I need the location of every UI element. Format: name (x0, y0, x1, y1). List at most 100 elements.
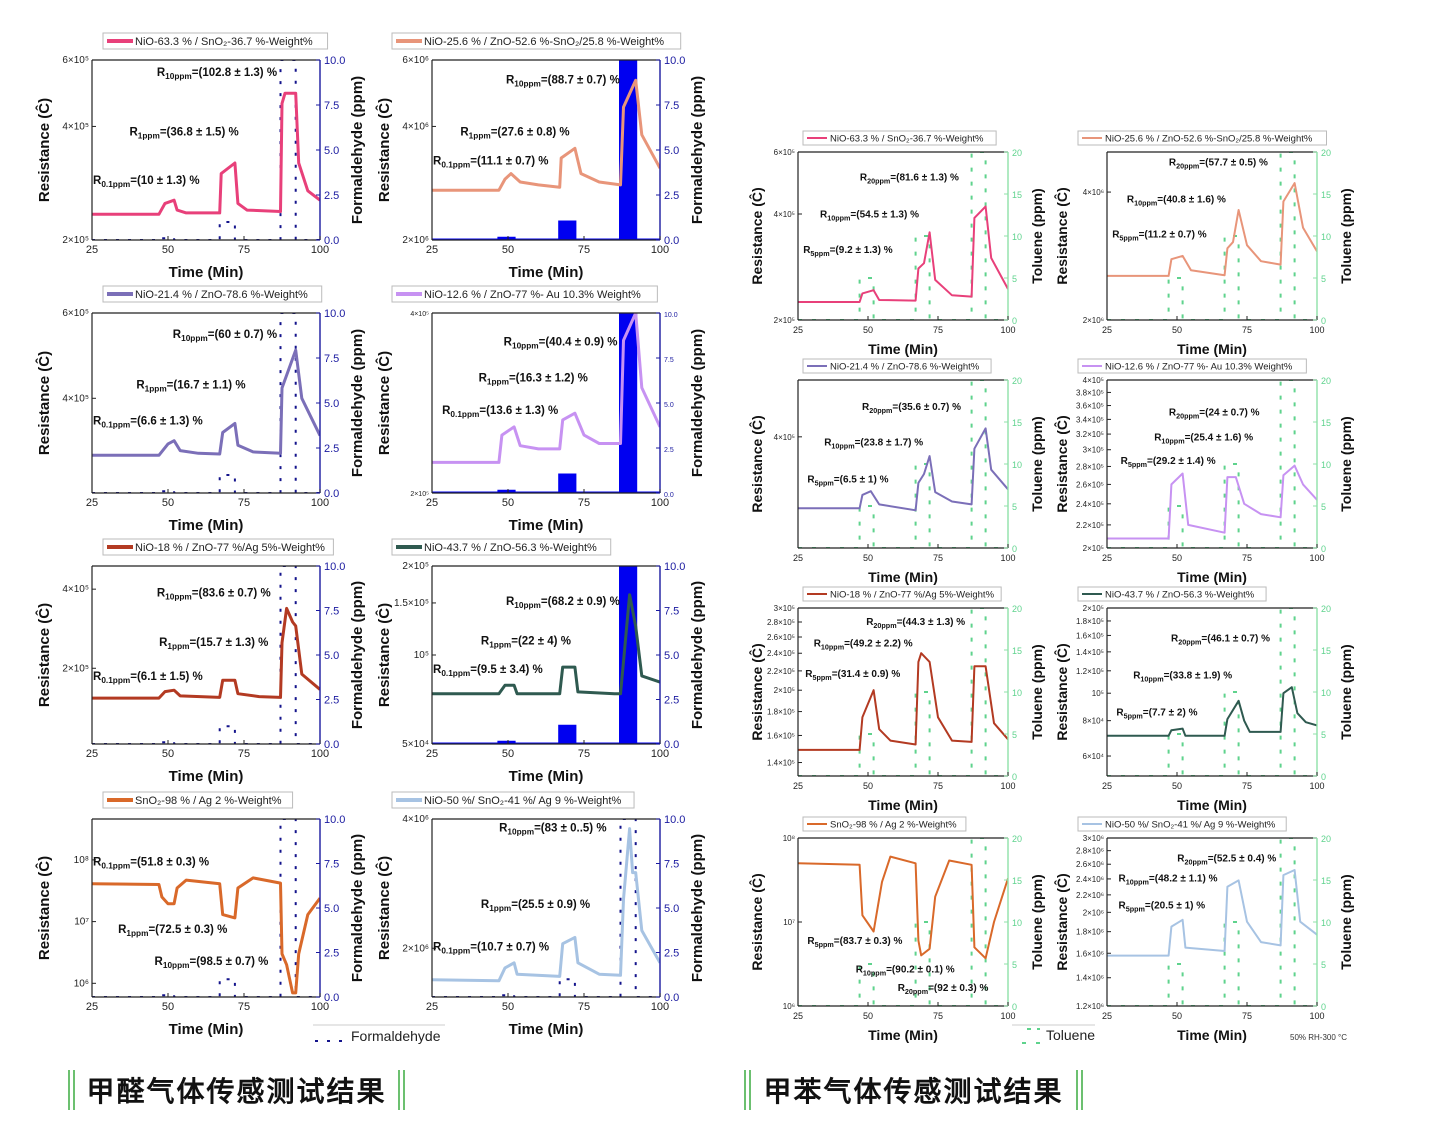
annotation-concentration: 0.1ppm (101, 676, 130, 685)
y-tick-label: 2.2×10⁶ (1076, 891, 1104, 900)
y-axis-title: Resistance (Ĉ) (1053, 643, 1070, 740)
response-annotation: R20ppm=(57.7 ± 0.5) % (1169, 157, 1268, 170)
y2-tick-label: 2.5 (664, 447, 674, 454)
response-annotation: R10ppm=(60 ± 0.7) % (173, 329, 277, 343)
y2-tick-label: 7.5 (664, 859, 679, 871)
y-tick-label: 1.4×10⁵ (767, 759, 795, 768)
annotation-value: =(46.1 ± 0.7) % (1201, 634, 1270, 645)
y2-tick-label: 10 (1012, 232, 1022, 242)
annotation-concentration: 0.1ppm (450, 410, 479, 419)
legend-label: SnO₂-98 % / Ag 2 %-Weight% (135, 795, 282, 807)
legend-box (391, 32, 682, 50)
y-tick-label: 10⁵ (414, 650, 429, 661)
y2-tick-label: 2.5 (664, 948, 679, 960)
y2-tick-label: 20 (1012, 834, 1022, 844)
y2-tick-label: 20 (1321, 834, 1331, 844)
y2-tick-label: 20 (1321, 604, 1331, 614)
response-annotation: R5ppm=(11.2 ± 0.7) % (1112, 230, 1207, 243)
response-annotation: R10ppm=(23.8 ± 1.7) % (824, 438, 923, 451)
annotation-concentration: 5ppm (1128, 460, 1147, 469)
y2-tick-label: 15 (1321, 876, 1331, 886)
response-annotation: R20ppm=(24 ± 0.7) % (1169, 407, 1260, 420)
y2-axis-title: Toluene (ppm) (1338, 644, 1354, 739)
annotation-concentration: 20ppm (869, 406, 892, 415)
y-tick-label: 2.8×10⁵ (767, 618, 795, 627)
annotation-symbol: R (1171, 634, 1179, 645)
x-tick-label: 25 (426, 1001, 438, 1013)
response-annotation: R10ppm=(88.7 ± 0.7) % (506, 74, 620, 88)
annotation-concentration: 10ppm (165, 592, 192, 601)
y-tick-label: 3.2×10⁵ (1076, 430, 1104, 439)
annotation-value: =(60 ± 0.7) % (208, 329, 277, 341)
annotation-symbol: R (1119, 901, 1127, 912)
annotation-value: =(98.5 ± 0.7) % (190, 956, 269, 968)
x-tick-label: 50 (863, 781, 873, 791)
banner-title: 甲苯气体传感测试结果 (763, 1075, 1064, 1108)
y-tick-label: 1.8×10⁵ (767, 708, 795, 717)
annotation-value: =(40.4 ± 0.9) % (539, 336, 618, 348)
chart-panel: 25 50 75 100 10⁶ 10⁷ 10⁸ 0 5 10 15 20 Time (Min) Resi… (748, 816, 1045, 1043)
annotation-value: =(33.8 ± 1.9) % (1164, 671, 1233, 682)
annotation-symbol: R (93, 175, 102, 187)
x-tick-label: 50 (502, 497, 514, 509)
annotation-symbol: R (860, 173, 868, 184)
response-annotation: R10ppm=(68.2 ± 0.9) % (506, 596, 620, 610)
y-tick-label: 2.8×10⁶ (1076, 847, 1104, 856)
annotation-symbol: R (814, 639, 822, 650)
y2-tick-label: 10.0 (664, 814, 685, 826)
y-axis-title: Resistance (Ĉ) (375, 856, 393, 960)
annotation-concentration: 5ppm (1124, 712, 1143, 721)
x-tick-label: 75 (933, 553, 943, 563)
x-tick-label: 50 (1172, 781, 1182, 791)
annotation-value: =(10.7 ± 0.7) % (470, 942, 549, 954)
legend: NiO-63.3 % / SnO₂-36.7 %-Weight% (102, 32, 329, 50)
y-axis-title: Resistance (Ĉ) (35, 98, 53, 202)
legend-label: NiO-25.6 % / ZnO-52.6 %-SnO₂/25.8 %-Weig… (424, 36, 664, 48)
y-tick-label: 4×10⁵ (62, 584, 89, 595)
y2-tick-label: 0.0 (324, 992, 339, 1004)
gas-concentration-line (92, 60, 320, 240)
y2-tick-label: 5.0 (324, 650, 339, 662)
y2-tick-label: 20 (1012, 604, 1022, 614)
y-tick-label: 4×10⁶ (402, 814, 429, 825)
y2-tick-label: 2.5 (324, 695, 339, 707)
annotation-value: =(20.5 ± 1) % (1145, 901, 1205, 912)
annotation-concentration: 10ppm (831, 442, 854, 451)
y2-tick-label: 10.0 (664, 561, 685, 573)
annotation-value: =(92 ± 0.3) % (928, 983, 988, 994)
x-tick-label: 25 (426, 244, 438, 256)
y2-tick-label: 7.5 (324, 100, 339, 112)
y2-tick-label: 10.0 (324, 814, 345, 826)
annotation-symbol: R (159, 637, 168, 649)
y-tick-label: 2.2×10⁵ (767, 667, 795, 676)
chart-panel: 25 50 75 100 2×10⁵ 4×10⁵ 6×10⁵ 0 5 10 15 20 Time (Mi… (748, 130, 1045, 357)
y-axis-title: Resistance (Ĉ) (1053, 415, 1070, 512)
y-tick-label: 4×10⁵ (774, 210, 795, 219)
y2-axis-title: Formaldehyde (ppm) (349, 581, 366, 729)
resistance-line (798, 855, 1008, 960)
x-tick-label: 75 (1242, 781, 1252, 791)
y2-tick-label: 7.5 (664, 606, 679, 618)
annotation-concentration: 0.1ppm (101, 180, 130, 189)
x-tick-label: 25 (86, 748, 98, 760)
y-tick-label: 6×10⁵ (62, 308, 89, 319)
y-tick-label: 1.5×10⁵ (394, 598, 429, 609)
legend-label: NiO-63.3 % / SnO₂-36.7 %-Weight% (830, 133, 984, 144)
x-tick-label: 75 (578, 497, 590, 509)
y-tick-label: 1.6×10⁵ (767, 731, 795, 740)
y2-tick-label: 0 (1012, 1002, 1017, 1012)
resistance-line (432, 593, 660, 696)
annotation-symbol: R (1121, 456, 1129, 467)
banner-bar (68, 1070, 70, 1110)
banner-title: 甲醛气体传感测试结果 (86, 1075, 387, 1108)
response-annotation: R0.1ppm=(10 ± 1.3) % (93, 175, 200, 189)
y2-tick-label: 5 (1321, 960, 1326, 970)
annotation-value: =(24 ± 0.7) % (1199, 407, 1259, 418)
annotation-concentration: 5ppm (1119, 234, 1138, 243)
annotation-symbol: R (1116, 708, 1124, 719)
x-axis-title: Time (Min) (169, 1021, 244, 1038)
gas-concentration-line (92, 819, 320, 997)
annotation-symbol: R (1112, 230, 1120, 241)
banner-bar (403, 1070, 405, 1110)
y2-tick-label: 0.0 (664, 992, 679, 1004)
